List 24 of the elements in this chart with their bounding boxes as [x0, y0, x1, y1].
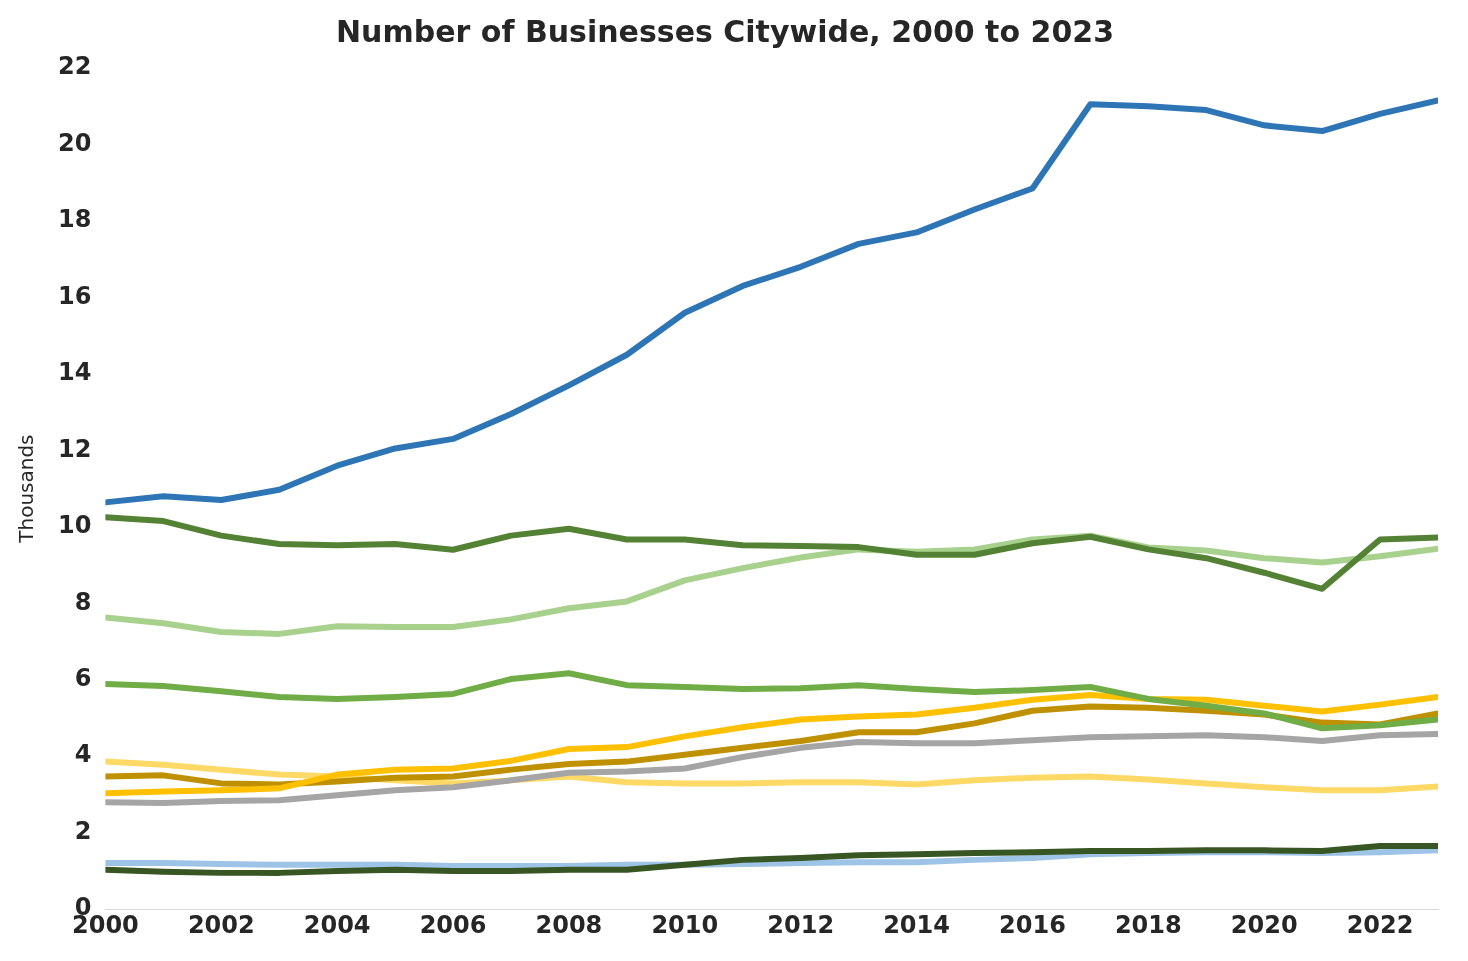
y-tick-label: 16 [57, 281, 92, 310]
y-tick-label: 2 [74, 816, 92, 845]
x-tick-label: 2022 [1346, 910, 1414, 939]
y-tick-label: 22 [57, 52, 92, 81]
x-tick-label: 2018 [1114, 910, 1182, 939]
y-tick-label: 4 [74, 740, 92, 769]
x-tick-label: 2014 [883, 910, 950, 939]
x-tick-label: 2016 [999, 910, 1066, 939]
chart-title: Number of Businesses Citywide, 2000 to 2023 [335, 13, 1115, 49]
y-axis-title: Thousands [14, 434, 39, 544]
x-tick-label: 2006 [419, 910, 487, 939]
y-tick-label: 20 [57, 128, 92, 157]
x-tick-label: 2002 [187, 910, 255, 939]
x-tick-label: 2010 [651, 910, 719, 939]
y-tick-label: 8 [74, 587, 92, 616]
x-tick-label: 2012 [767, 910, 835, 939]
y-tick-label: 6 [74, 664, 92, 693]
y-tick-label: 12 [57, 434, 92, 463]
y-tick-label: 10 [57, 511, 92, 540]
y-tick-label: 14 [57, 358, 92, 387]
x-tick-label: 2020 [1230, 910, 1298, 939]
x-tick-label: 2008 [535, 910, 603, 939]
y-tick-label: 18 [57, 205, 92, 234]
x-tick-label: 2004 [303, 910, 371, 939]
